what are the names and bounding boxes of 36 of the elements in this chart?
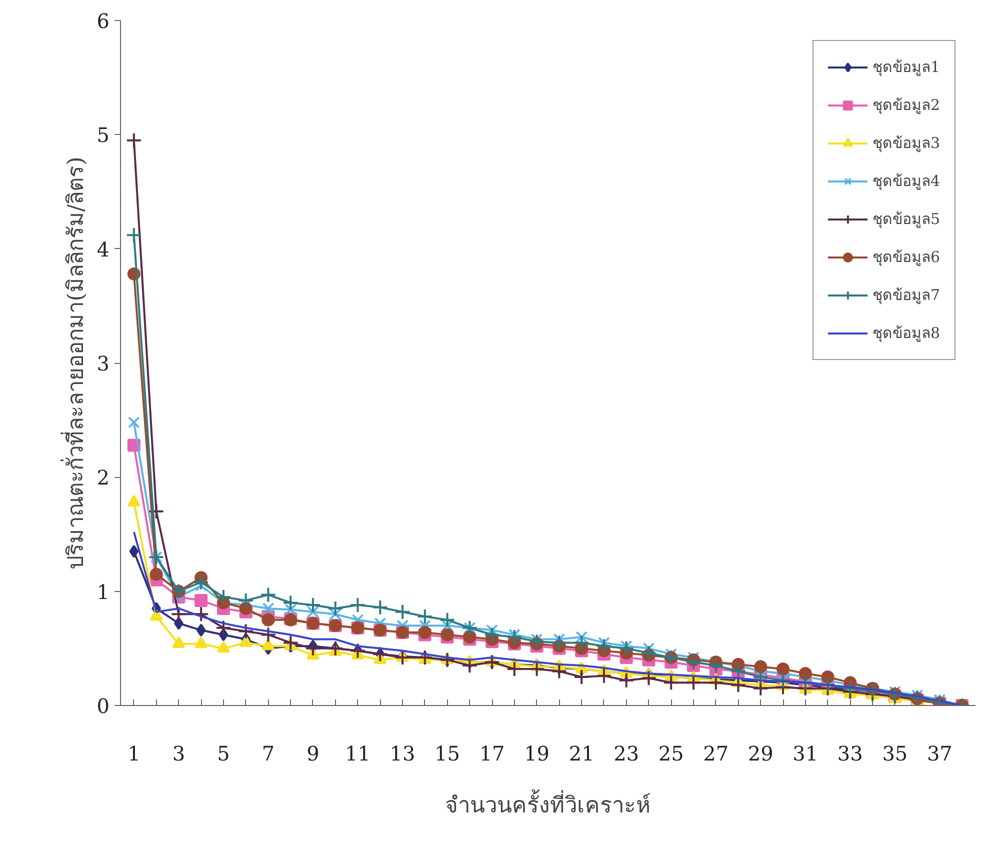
legend-label: ชุดข้อมูล7 (872, 285, 940, 306)
x-tick-label: 29 (748, 742, 774, 766)
legend-label: ชุดข้อมูล4 (872, 171, 940, 192)
x-tick-label: 33 (837, 742, 863, 766)
x-tick-label: 3 (172, 742, 186, 766)
x-tick-label: 27 (703, 742, 729, 766)
x-tick-label: 25 (658, 742, 684, 766)
x-tick-label: 9 (306, 742, 320, 766)
y-tick-label: 3 (96, 352, 110, 376)
x-tick-label: 17 (479, 742, 505, 766)
x-tick-label: 37 (926, 742, 952, 766)
x-tick-label: 21 (568, 742, 594, 766)
x-tick-label: 13 (390, 742, 416, 766)
y-axis-title: ปริมาณตะกั่วที่ละลายออกมา(มิลลิกรัม/ลิตร) (60, 156, 89, 570)
x-tick-label: 7 (262, 742, 275, 766)
x-tick-label: 1 (128, 742, 140, 766)
x-tick-label: 15 (434, 742, 460, 766)
legend-label: ชุดข้อมูล6 (872, 247, 940, 268)
legend-label: ชุดข้อมูล5 (872, 209, 940, 230)
y-tick-label: 0 (96, 694, 110, 718)
y-tick-label: 6 (96, 9, 110, 33)
y-tick-label: 4 (96, 237, 110, 262)
x-tick-label: 31 (792, 742, 818, 766)
legend-label: ชุดข้อมูล1 (872, 57, 940, 78)
y-tick-label: 5 (96, 123, 110, 148)
legend-label: ชุดข้อมูล3 (872, 133, 940, 154)
y-tick-label: 1 (96, 580, 110, 604)
x-tick-label: 5 (217, 742, 230, 766)
x-tick-label: 11 (345, 742, 370, 766)
x-tick-label: 35 (882, 742, 908, 766)
y-tick-label: 2 (96, 466, 110, 490)
x-tick-label: 19 (524, 742, 550, 766)
x-tick-label: 23 (614, 742, 640, 766)
x-axis-title: จำนวนครั้งที่วิเคราะห์ (445, 790, 651, 818)
legend-label: ชุดข้อมูล2 (872, 95, 940, 116)
legend-label: ชุดข้อมูล8 (872, 323, 940, 344)
